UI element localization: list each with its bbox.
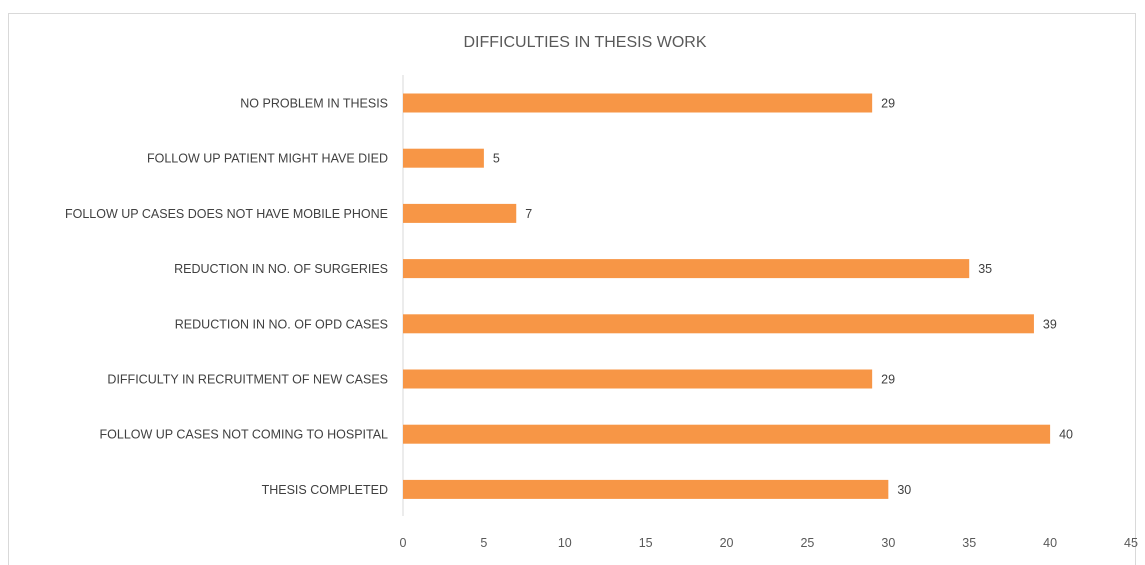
chart-title: DIFFICULTIES IN THESIS WORK bbox=[464, 34, 707, 51]
category-label: FOLLOW UP CASES DOES NOT HAVE MOBILE PHO… bbox=[65, 207, 388, 221]
category-label: FOLLOW UP PATIENT MIGHT HAVE DIED bbox=[147, 152, 388, 166]
data-label: 40 bbox=[1059, 428, 1073, 442]
x-tick-label: 15 bbox=[639, 536, 653, 550]
x-tick-label: 5 bbox=[480, 536, 487, 550]
bar bbox=[403, 203, 517, 223]
bar bbox=[403, 259, 970, 279]
data-labels: 29 5 7 35 39 29 40 30 bbox=[493, 97, 1073, 497]
category-label: THESIS COMPLETED bbox=[262, 483, 388, 497]
bar bbox=[403, 479, 889, 499]
bar bbox=[403, 314, 1034, 334]
bar bbox=[403, 369, 873, 389]
x-tick-label: 10 bbox=[558, 536, 572, 550]
bar bbox=[403, 424, 1051, 444]
category-labels: NO PROBLEM IN THESIS FOLLOW UP PATIENT MI… bbox=[65, 97, 388, 497]
category-label: DIFFICULTY IN RECRUITMENT OF NEW CASES bbox=[107, 373, 388, 387]
data-label: 29 bbox=[881, 373, 895, 387]
x-axis-tick-labels: 0 5 10 15 20 25 30 35 40 45 bbox=[400, 536, 1138, 550]
data-label: 39 bbox=[1043, 317, 1057, 331]
x-tick-label: 20 bbox=[720, 536, 734, 550]
x-tick-label: 45 bbox=[1124, 536, 1138, 550]
x-tick-label: 30 bbox=[881, 536, 895, 550]
data-label: 30 bbox=[897, 483, 911, 497]
data-label: 7 bbox=[525, 207, 532, 221]
category-label: NO PROBLEM IN THESIS bbox=[240, 97, 388, 111]
category-label: REDUCTION IN NO. OF OPD CASES bbox=[175, 317, 388, 331]
bars bbox=[403, 93, 1051, 499]
category-label: FOLLOW UP CASES NOT COMING TO HOSPITAL bbox=[100, 428, 389, 442]
data-label: 35 bbox=[978, 262, 992, 276]
x-tick-label: 35 bbox=[962, 536, 976, 550]
data-label: 29 bbox=[881, 97, 895, 111]
category-label: REDUCTION IN NO. OF SURGERIES bbox=[174, 262, 388, 276]
bar bbox=[403, 148, 484, 168]
data-label: 5 bbox=[493, 152, 500, 166]
x-tick-label: 0 bbox=[400, 536, 407, 550]
x-tick-label: 25 bbox=[800, 536, 814, 550]
x-tick-label: 40 bbox=[1043, 536, 1057, 550]
bar bbox=[403, 93, 873, 113]
